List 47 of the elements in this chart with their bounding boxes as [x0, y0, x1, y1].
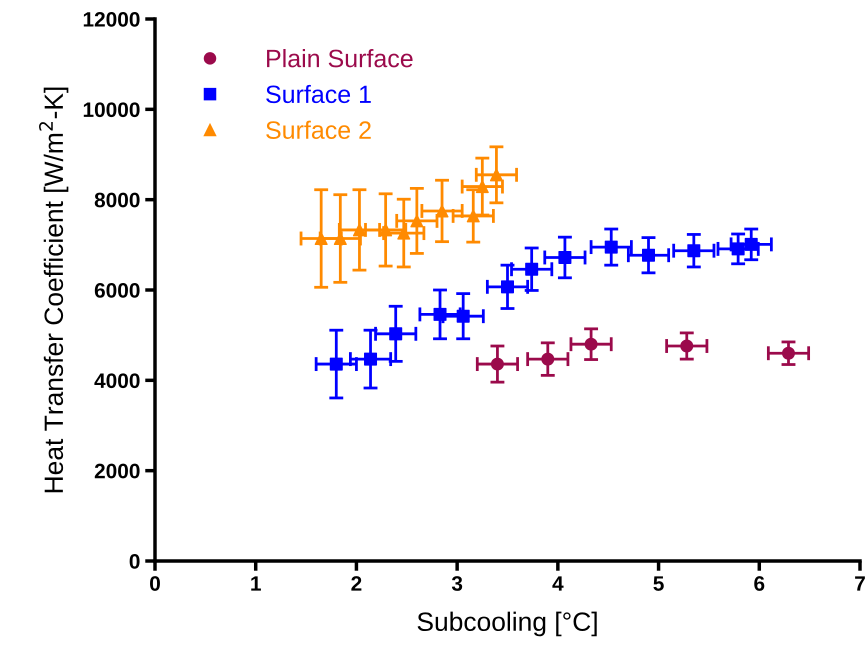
x-tick-label: 0: [150, 576, 160, 591]
point: [490, 168, 503, 182]
point: [558, 250, 572, 264]
point: [782, 346, 795, 360]
point: [364, 352, 378, 366]
point: [330, 358, 343, 371]
x-tick-label: 4: [552, 576, 564, 591]
legend-label: Surface 1: [266, 84, 371, 104]
x-tick-label: 2: [351, 576, 362, 591]
y-axis-title: Heat Transfer Coefficient [W/m$^{2}$-K]: [39, 88, 68, 492]
point: [379, 223, 392, 236]
point: [732, 242, 745, 256]
point: [397, 226, 410, 240]
point: [744, 238, 758, 251]
x-tick-label: 6: [754, 576, 764, 591]
point: [500, 280, 514, 294]
point: [352, 223, 366, 236]
legend-label: Surface 2: [266, 120, 371, 139]
point: [314, 232, 328, 246]
point: [410, 214, 424, 228]
y-tick-label: 8000: [94, 192, 140, 208]
point: [642, 248, 656, 262]
y-tick-label: 6000: [94, 283, 140, 298]
point: [436, 204, 449, 218]
x-tick-label: 1: [251, 576, 261, 591]
point: [584, 338, 598, 351]
y-tick-label: 2000: [94, 464, 140, 478]
legend-label: Plain Surface: [267, 49, 413, 68]
point: [434, 308, 447, 321]
x-tick-label: 3: [452, 576, 462, 591]
point: [680, 340, 694, 353]
y-tick-label: 10000: [84, 102, 140, 118]
point: [476, 180, 489, 194]
point: [456, 310, 470, 323]
point: [389, 327, 402, 340]
x-axis-title: Subcooling [°C]: [418, 612, 597, 636]
point: [604, 240, 618, 254]
point: [525, 262, 538, 276]
y-tick-label: 4000: [94, 373, 140, 388]
point: [541, 352, 554, 366]
x-tick-label: 7: [855, 576, 865, 591]
y-tick-label: 0: [130, 554, 140, 569]
y-tick-label: 12000: [84, 12, 140, 27]
point: [490, 358, 504, 371]
point: [687, 244, 700, 258]
point: [466, 209, 480, 222]
x-tick-label: 5: [653, 576, 664, 591]
